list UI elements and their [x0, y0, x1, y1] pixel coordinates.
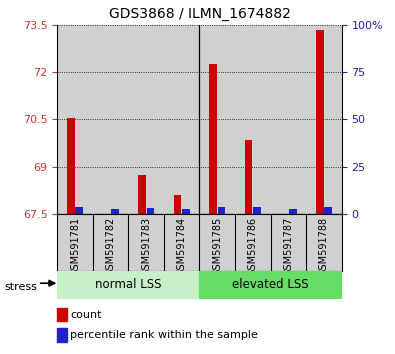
Text: GSM591781: GSM591781	[70, 217, 80, 276]
Bar	[57, 25, 93, 214]
Text: GSM591786: GSM591786	[248, 217, 258, 276]
Text: percentile rank within the sample: percentile rank within the sample	[70, 330, 258, 340]
Bar	[182, 209, 190, 214]
Bar	[147, 209, 154, 214]
Bar	[218, 207, 226, 214]
Bar	[245, 140, 252, 214]
Bar	[235, 25, 271, 214]
Text: GSM591787: GSM591787	[283, 217, 293, 276]
Text: stress: stress	[4, 282, 37, 292]
Bar	[199, 25, 235, 214]
Bar	[128, 25, 164, 214]
Bar	[138, 175, 146, 214]
Bar	[75, 207, 83, 214]
Bar	[199, 271, 342, 299]
Bar	[324, 207, 332, 214]
Bar	[164, 25, 199, 214]
Text: GSM591788: GSM591788	[319, 217, 329, 276]
Bar	[67, 118, 75, 214]
Text: GSM591785: GSM591785	[212, 217, 222, 276]
Bar	[173, 195, 181, 214]
Title: GDS3868 / ILMN_1674882: GDS3868 / ILMN_1674882	[109, 7, 290, 21]
Bar	[209, 64, 217, 214]
Text: GSM591783: GSM591783	[141, 217, 151, 276]
Text: count: count	[70, 310, 102, 320]
Bar	[253, 207, 261, 214]
Bar	[316, 29, 324, 214]
Text: elevated LSS: elevated LSS	[232, 279, 309, 291]
Bar	[57, 271, 199, 299]
Bar	[93, 25, 128, 214]
Text: GSM591782: GSM591782	[105, 217, 116, 276]
Bar	[111, 209, 119, 214]
Bar	[271, 25, 306, 214]
Text: GSM591784: GSM591784	[177, 217, 187, 276]
Bar	[306, 25, 342, 214]
Text: normal LSS: normal LSS	[95, 279, 162, 291]
Bar	[289, 209, 297, 214]
